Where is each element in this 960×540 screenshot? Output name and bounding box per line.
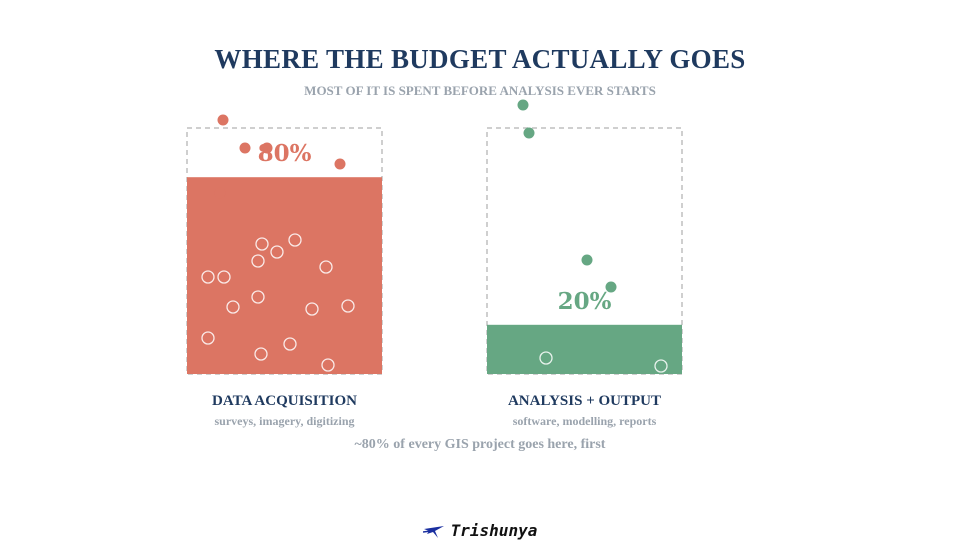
particle-ring-1-2: [288, 233, 302, 247]
bar-2: [487, 324, 682, 374]
chart-subtitle: MOST OF IT IS SPENT BEFORE ANALYSIS EVER…: [304, 83, 656, 98]
footnote: ~80% of every GIS project goes here, fir…: [354, 437, 606, 452]
category-label-2: ANALYSIS + OUTPUT: [508, 393, 661, 409]
brand-name: Trishunya: [450, 521, 538, 540]
particle-ring-1-13: [283, 337, 297, 351]
particle-ring-1-15: [321, 358, 335, 372]
particle-dot-1-5: [214, 187, 226, 199]
particle-ring-1-11: [341, 299, 355, 313]
particle-dot-2-2: [523, 127, 535, 139]
particle-dot-2-4: [605, 281, 617, 293]
particle-dot-1-1: [217, 114, 229, 126]
value-label-1: 80%: [258, 140, 312, 167]
bar-frame-2: [486, 127, 683, 375]
particle-dot-2-3: [581, 254, 593, 266]
particle-dot-2-1: [517, 99, 529, 111]
particle-ring-1-6: [201, 270, 215, 284]
brand-logo: Trishunya: [0, 521, 960, 540]
particle-dot-1-4: [334, 158, 346, 170]
plane-icon: [422, 525, 444, 538]
particle-ring-2-2: [654, 359, 668, 373]
chart-title: WHERE THE BUDGET ACTUALLY GOES: [214, 44, 746, 74]
particle-dot-1-2: [239, 142, 251, 154]
particle-ring-1-7: [217, 270, 231, 284]
category-description-2: software, modelling, reports: [513, 414, 657, 428]
value-label-2: 20%: [558, 288, 612, 315]
particle-ring-1-12: [201, 331, 215, 345]
particle-ring-1-8: [251, 290, 265, 304]
particle-ring-1-14: [254, 347, 268, 361]
category-label-1: DATA ACQUISITION: [212, 393, 357, 409]
particle-ring-1-9: [226, 300, 240, 314]
particle-ring-1-1: [255, 237, 269, 251]
particle-ring-2-1: [539, 351, 553, 365]
particle-dot-1-3: [261, 142, 273, 154]
particle-ring-1-3: [270, 245, 284, 259]
particle-ring-1-5: [319, 260, 333, 274]
particle-ring-1-10: [305, 302, 319, 316]
particle-ring-1-4: [251, 254, 265, 268]
category-description-1: surveys, imagery, digitizing: [215, 414, 355, 428]
